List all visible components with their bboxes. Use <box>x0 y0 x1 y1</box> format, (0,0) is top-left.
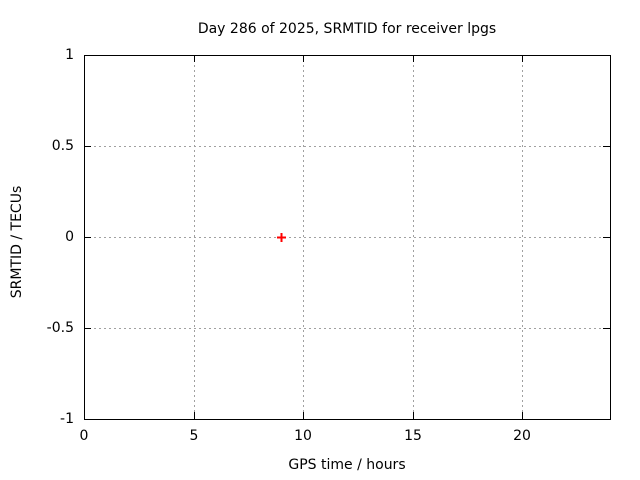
x-tick-label: 5 <box>189 428 199 444</box>
y-tick-label: -0.5 <box>46 320 74 336</box>
x-tick-label: 15 <box>404 428 422 444</box>
y-tick-label: 1 <box>65 47 74 63</box>
x-axis-label: GPS time / hours <box>288 457 406 473</box>
x-tick-label: 0 <box>79 428 89 444</box>
data-point-marker <box>277 233 286 242</box>
chart-title: Day 286 of 2025, SRMTID for receiver lpg… <box>197 21 497 37</box>
y-tick-label: 0.5 <box>51 138 74 154</box>
y-tick-label: 0 <box>65 229 74 245</box>
plot-border <box>84 55 611 420</box>
x-tick-label: 20 <box>513 428 531 444</box>
x-tick-label: 10 <box>294 428 312 444</box>
y-tick-label: -1 <box>60 411 74 427</box>
